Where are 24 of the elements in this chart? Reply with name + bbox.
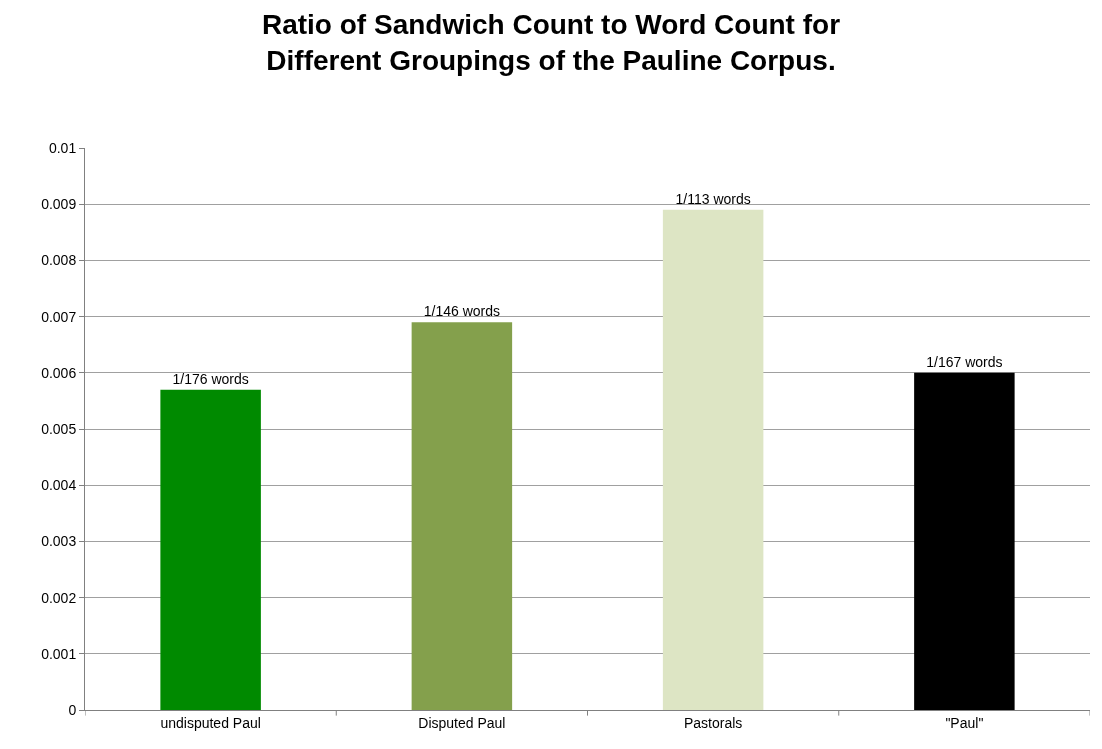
bar <box>160 389 261 710</box>
bar <box>411 322 513 710</box>
chart-title: Ratio of Sandwich Count to Word Count for Different Groupings of the Pauline Corpus. <box>261 8 841 77</box>
data-label: 1/176 words <box>172 370 249 387</box>
x-tick-label: undisputed Paul <box>160 714 261 731</box>
y-tick-label: 0.006 <box>41 364 77 381</box>
x-tick-label: "Paul" <box>945 714 984 731</box>
bar <box>662 209 764 710</box>
y-tick-label: 0.002 <box>41 589 77 606</box>
y-tick-label: 0.004 <box>41 477 77 494</box>
data-label: 1/113 words <box>675 190 751 207</box>
y-tick-label: 0.007 <box>41 308 77 325</box>
y-tick-label: 0.005 <box>41 420 77 437</box>
y-tick-label: 0.003 <box>41 533 77 550</box>
y-tick-label: 0.009 <box>41 196 77 213</box>
y-tick-label: 0.01 <box>48 139 77 156</box>
bar <box>914 372 1015 710</box>
y-tick-label: 0 <box>68 701 77 718</box>
x-tick-label: Pastorals <box>683 714 743 731</box>
data-label: 1/167 words <box>926 353 1003 370</box>
data-label: 1/146 words <box>423 303 501 320</box>
x-tick-label: Disputed Paul <box>418 714 506 731</box>
y-tick-label: 0.008 <box>41 252 77 269</box>
y-tick-label: 0.001 <box>41 645 77 662</box>
